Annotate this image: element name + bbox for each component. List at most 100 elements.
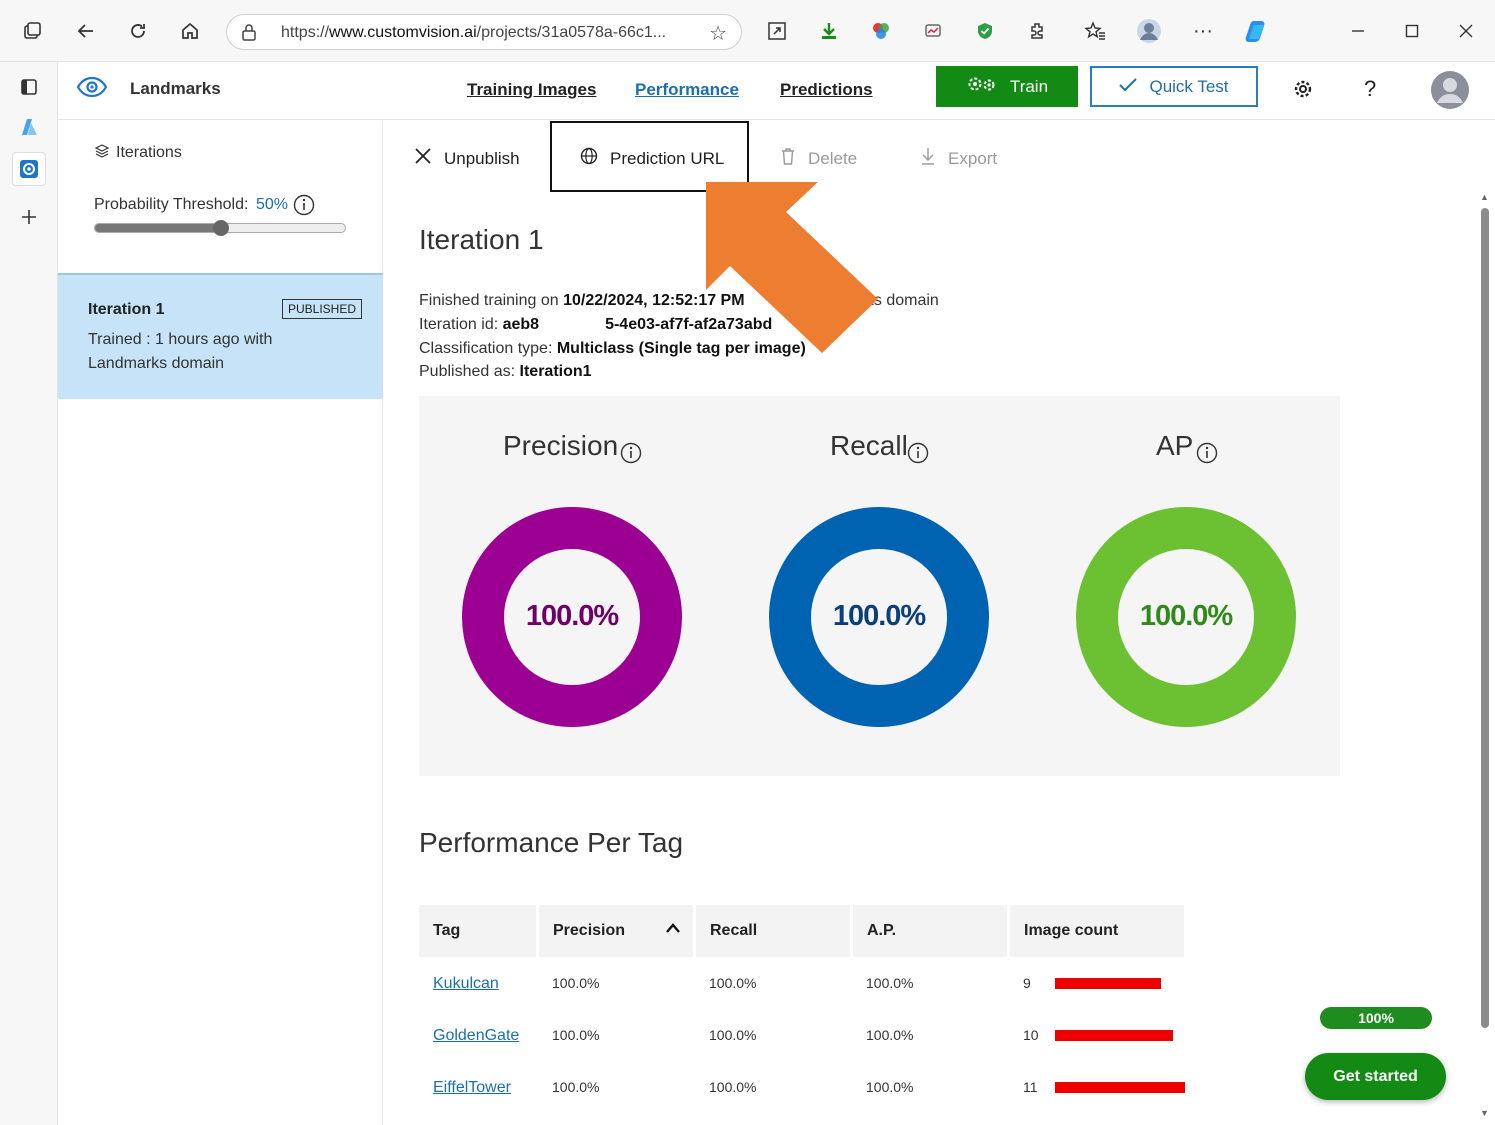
sort-ascending-icon[interactable] — [665, 921, 681, 939]
address-bar[interactable]: https://www.customvision.ai/projects/31a… — [226, 14, 742, 50]
scroll-up-arrow-icon[interactable]: ▲ — [1480, 192, 1489, 202]
threshold-value: 50% — [256, 196, 289, 213]
threshold-slider[interactable] — [94, 220, 346, 236]
extensions-icon[interactable] — [1022, 16, 1052, 46]
download-extension-icon[interactable] — [814, 16, 844, 46]
row-image-count: 10 — [1023, 1027, 1039, 1043]
precision-title: Precision — [503, 430, 619, 461]
column-header-recall[interactable]: Recall — [696, 905, 850, 957]
ap-donut — [1076, 507, 1296, 727]
favorites-icon[interactable] — [1080, 16, 1110, 46]
threshold-label: Probability Threshold: — [94, 196, 249, 213]
help-icon[interactable]: ? — [1364, 76, 1377, 101]
train-button[interactable]: Train — [936, 66, 1078, 107]
lock-icon[interactable] — [241, 23, 257, 46]
tab-predictions[interactable]: Predictions — [780, 80, 873, 99]
tab-performance[interactable]: Performance — [635, 80, 739, 99]
info-icon[interactable] — [293, 194, 315, 221]
expand-icon[interactable] — [762, 16, 792, 46]
tab-actions-icon[interactable] — [17, 16, 47, 46]
quick-test-button[interactable]: Quick Test — [1090, 66, 1258, 107]
favorite-star-icon[interactable]: ☆ — [709, 23, 727, 45]
prediction-url-label: Prediction URL — [610, 148, 725, 168]
row-ap: 100.0% — [866, 975, 914, 991]
download-icon — [920, 147, 936, 170]
add-icon[interactable] — [12, 200, 46, 234]
column-header-precision[interactable]: Precision — [539, 905, 693, 957]
scroll-down-arrow-icon[interactable]: ▼ — [1480, 1108, 1489, 1118]
user-avatar-icon[interactable] — [1430, 70, 1470, 115]
row-precision: 100.0% — [552, 975, 600, 991]
profile-avatar-icon[interactable] — [1134, 16, 1164, 46]
iteration-domain-text: Landmarks domain — [88, 355, 225, 372]
tab-training-images[interactable]: Training Images — [467, 80, 597, 99]
get-started-button[interactable]: Get started — [1305, 1053, 1446, 1100]
delete-label: Delete — [808, 148, 858, 168]
precision-value: 100.0% — [525, 600, 619, 632]
iteration-title: Iteration 1 — [419, 224, 544, 255]
ap-value: 100.0% — [1139, 600, 1233, 632]
globe-icon — [580, 147, 598, 170]
train-label: Train — [1009, 76, 1049, 96]
classification-type-line: Classification type: Multiclass (Single … — [419, 340, 806, 357]
tag-link-goldengate[interactable]: GoldenGate — [433, 1027, 520, 1044]
checkmark-icon — [1119, 77, 1138, 97]
column-header-ap[interactable]: A.P. — [853, 905, 1007, 957]
azure-icon[interactable] — [12, 110, 46, 144]
iterations-heading: Iterations — [116, 144, 182, 161]
precision-info-icon[interactable] — [620, 442, 642, 469]
published-as-line: Published as: Iteration1 — [419, 363, 592, 380]
row-image-count: 9 — [1023, 975, 1031, 991]
refresh-icon[interactable] — [123, 16, 153, 46]
recall-info-icon[interactable] — [907, 442, 929, 469]
export-label: Export — [948, 148, 998, 168]
home-icon[interactable] — [175, 16, 205, 46]
iteration-id-line: Iteration id: aeb8 5-4e03-af7f-af2a73abd — [419, 316, 773, 333]
image-count-bar — [1055, 1082, 1185, 1093]
browser-toolbar: https://www.customvision.ai/projects/31a… — [0, 0, 1495, 62]
row-image-count: 11 — [1023, 1079, 1038, 1095]
tag-link-kukulcan[interactable]: Kukulcan — [433, 975, 499, 992]
app-header: Landmarks Training Images Performance Pr… — [58, 62, 1495, 120]
unpublish-label: Unpublish — [444, 148, 520, 168]
ap-info-icon[interactable] — [1196, 442, 1218, 469]
row-ap: 100.0% — [866, 1079, 914, 1095]
delete-button[interactable]: Delete — [780, 147, 857, 170]
maximize-icon[interactable] — [1397, 16, 1427, 46]
back-icon[interactable] — [71, 16, 101, 46]
row-recall: 100.0% — [709, 1027, 757, 1043]
slider-thumb[interactable] — [213, 220, 229, 236]
project-name[interactable]: Landmarks — [130, 79, 221, 98]
copilot-icon[interactable] — [1242, 16, 1272, 46]
export-button[interactable]: Export — [920, 147, 997, 170]
tag-link-eiffeltower[interactable]: EiffelTower — [433, 1079, 511, 1096]
published-badge: PUBLISHED — [282, 299, 363, 319]
shield-extension-icon[interactable] — [970, 16, 1000, 46]
column-header-tag[interactable]: Tag — [419, 905, 536, 957]
iteration-list-item[interactable]: Iteration 1 PUBLISHED Trained : 1 hours … — [58, 273, 383, 399]
row-precision: 100.0% — [552, 1027, 600, 1043]
vertical-scrollbar[interactable]: ▲ ▼ — [1477, 190, 1495, 1125]
scrollbar-thumb[interactable] — [1481, 208, 1489, 1028]
sidebar-toggle-icon[interactable] — [12, 70, 46, 104]
metric-donuts — [462, 507, 1296, 727]
row-recall: 100.0% — [709, 1079, 757, 1095]
row-precision: 100.0% — [552, 1079, 600, 1095]
color-picker-extension-icon[interactable] — [866, 16, 896, 46]
iterations-sidebar: Iterations Probability Threshold: 50% It… — [58, 121, 383, 1125]
url-text: https://www.customvision.ai/projects/31a… — [281, 24, 667, 41]
prediction-url-button[interactable]: Prediction URL — [580, 147, 724, 170]
eye-logo-icon[interactable] — [76, 76, 108, 103]
close-icon — [414, 147, 432, 170]
trash-icon — [780, 147, 796, 170]
column-header-image-count[interactable]: Image count — [1010, 905, 1184, 957]
settings-gear-icon[interactable] — [1292, 78, 1314, 105]
minimize-icon[interactable] — [1343, 16, 1373, 46]
ap-title: AP — [1156, 430, 1194, 461]
screen-extension-icon[interactable] — [918, 16, 948, 46]
close-window-icon[interactable] — [1451, 16, 1481, 46]
image-count-bar — [1055, 1030, 1173, 1041]
custom-vision-tab-icon[interactable] — [12, 152, 46, 186]
unpublish-button[interactable]: Unpublish — [414, 147, 520, 170]
more-options-icon[interactable]: ··· — [1193, 19, 1213, 42]
